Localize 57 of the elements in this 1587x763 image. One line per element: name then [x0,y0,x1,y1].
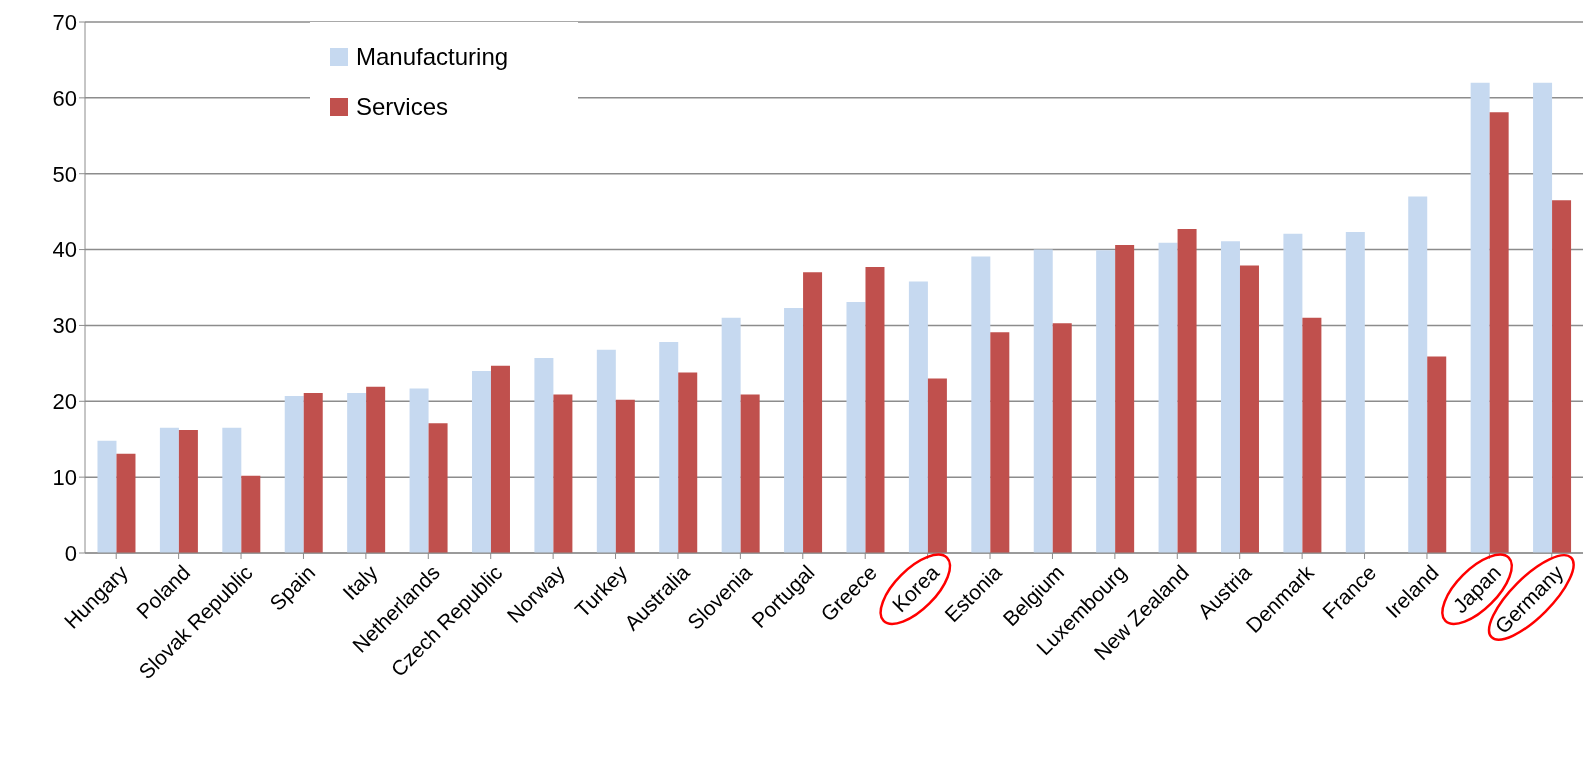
bar [366,386,386,553]
y-tick-label: 50 [52,161,77,187]
bar [615,399,635,553]
bar [803,272,823,553]
bar [1427,356,1447,553]
bar [1489,112,1509,553]
y-tick-label: 20 [52,389,77,415]
bar [178,430,198,553]
bar [222,427,242,553]
bar [1533,82,1553,553]
bar [428,423,448,553]
y-tick-label: 60 [52,85,77,111]
bar [1283,233,1303,553]
bar [678,372,698,553]
bar [1408,196,1428,553]
bar [97,440,117,553]
y-tick-label: 40 [52,237,77,263]
bar [490,365,510,553]
bar [1052,323,1072,553]
legend-label: Manufacturing [356,43,509,71]
bar [990,332,1010,553]
bar [1302,317,1322,553]
bar [347,392,367,553]
bar [1552,200,1572,553]
bar [1345,232,1365,553]
legend-label: Services [356,93,449,121]
bar [159,427,179,553]
bar [1115,245,1135,553]
bar [846,301,866,553]
bar [553,394,573,553]
bar [908,281,928,553]
bar [241,475,261,553]
y-tick-label: 0 [64,540,77,566]
bar [284,395,304,553]
bar [1470,82,1490,553]
bar [116,453,136,553]
bar [784,307,804,553]
bar [971,256,991,553]
bar [409,388,429,553]
y-tick-label: 30 [52,313,77,339]
bar [303,392,323,553]
bar [1239,265,1259,553]
y-tick-label: 10 [52,464,77,490]
bar [721,317,741,553]
y-tick-label: 70 [52,9,77,35]
bar [659,342,679,553]
bar [865,267,885,553]
bar [1220,241,1240,553]
bar [927,378,947,553]
bar [1033,249,1053,553]
bar [1158,242,1178,553]
bar [1096,250,1116,553]
bar [1177,229,1197,553]
bar [534,358,554,553]
bar [471,370,491,553]
bar [596,349,616,553]
bar [740,394,760,553]
